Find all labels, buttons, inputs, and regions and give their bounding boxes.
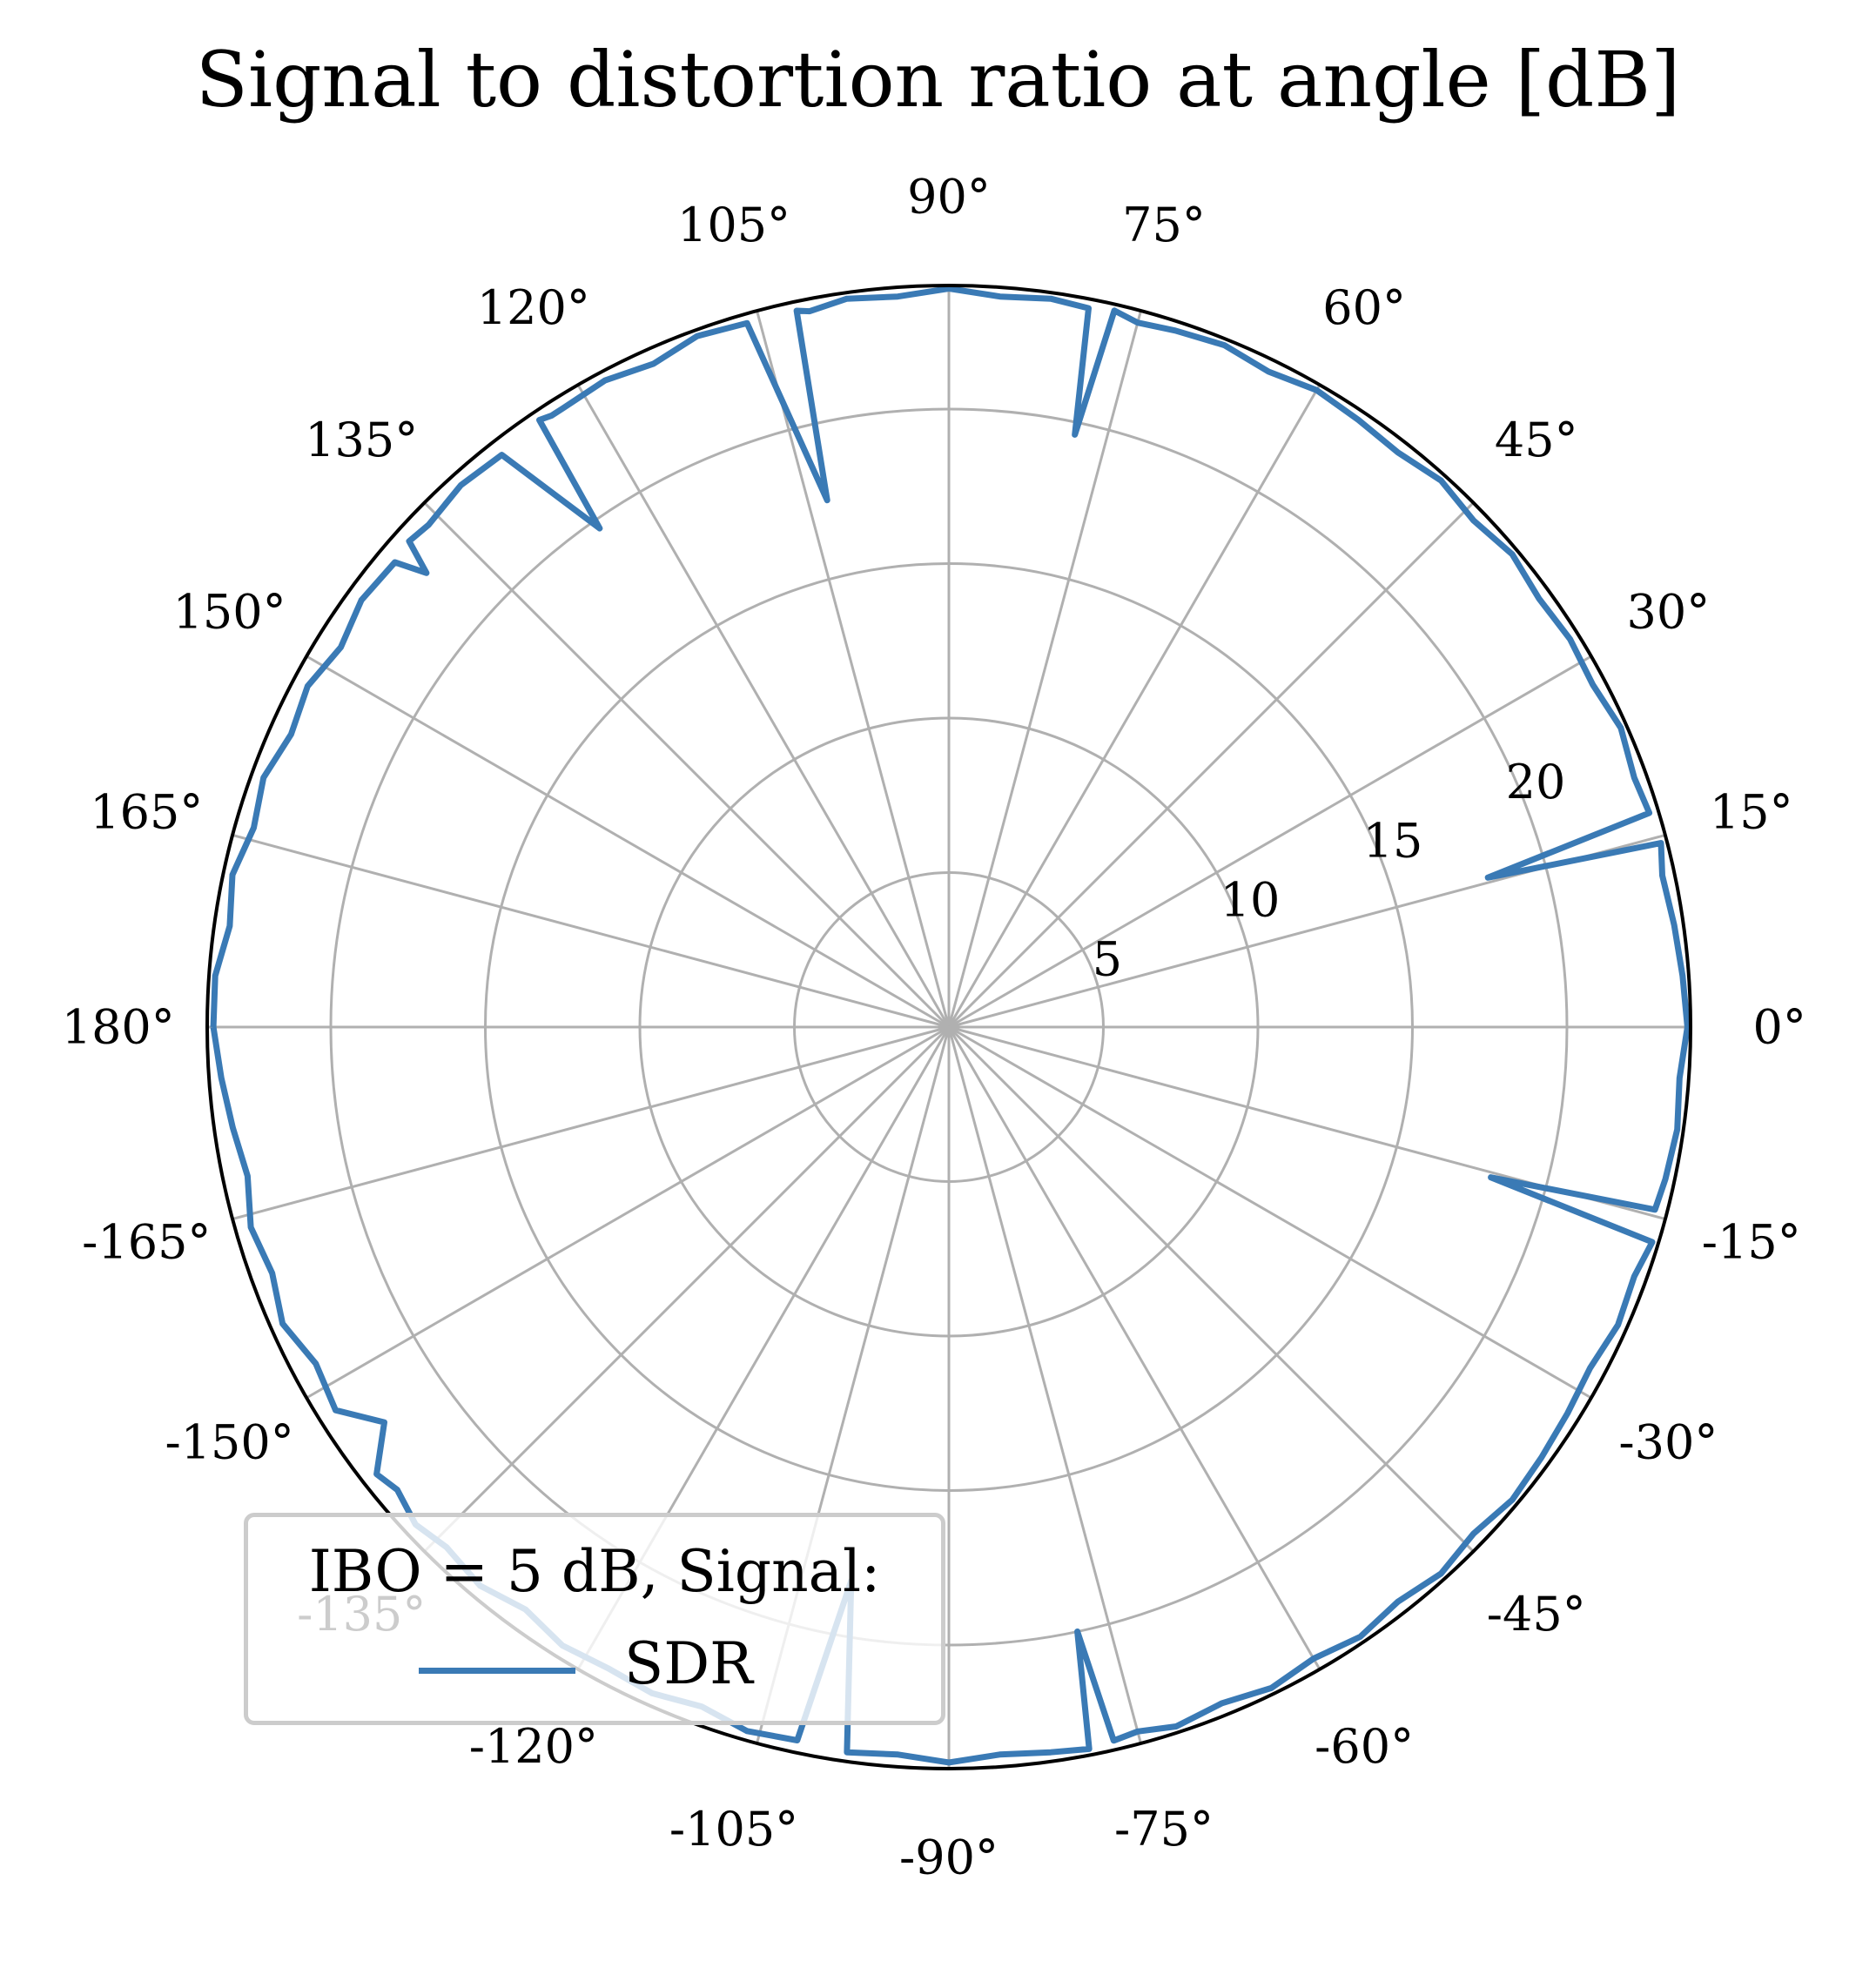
theta-tick-label: 45°	[1495, 413, 1578, 467]
r-tick-label: 15	[1363, 814, 1423, 869]
theta-tick-label: -15°	[1702, 1214, 1801, 1269]
theta-tick-label: -120°	[469, 1719, 598, 1774]
angular-gridline	[756, 310, 951, 1028]
theta-tick-label: -165°	[82, 1214, 211, 1269]
angular-gridline	[948, 655, 1592, 1029]
legend-series-swatch	[419, 1668, 575, 1674]
angular-gridline	[306, 655, 950, 1029]
polar-outline	[205, 284, 1692, 1770]
theta-tick-label: 90°	[907, 169, 991, 224]
angular-gridline	[232, 1025, 950, 1220]
theta-tick-label: 150°	[173, 584, 286, 639]
angular-gridline	[423, 501, 951, 1029]
angular-gridline	[947, 1025, 1475, 1553]
theta-tick-label: 15°	[1710, 785, 1793, 840]
theta-tick-label: -75°	[1114, 1802, 1214, 1857]
theta-tick-label: 0°	[1753, 1000, 1806, 1055]
theta-tick-label: -30°	[1618, 1415, 1718, 1470]
angular-gridline	[947, 501, 1475, 1029]
angular-gridline	[948, 1025, 1592, 1400]
legend-title: IBO = 5 dB, Signal:	[308, 1538, 881, 1605]
theta-tick-label: 135°	[305, 413, 418, 467]
theta-tick-label: 75°	[1122, 198, 1206, 252]
theta-tick-label: 30°	[1627, 584, 1711, 639]
r-tick-label: 10	[1220, 873, 1281, 928]
angular-gridline	[947, 384, 1321, 1028]
angular-gridline	[576, 384, 951, 1028]
theta-tick-label: 60°	[1322, 280, 1406, 335]
r-tick-label: 20	[1506, 755, 1566, 809]
legend-series-label: SDR	[624, 1630, 753, 1697]
chart-title: Signal to distortion ratio at angle [dB]	[195, 35, 1681, 124]
angular-gridline	[232, 834, 950, 1029]
theta-tick-label: -105°	[669, 1802, 798, 1857]
angular-gridline	[306, 1025, 950, 1400]
theta-tick-label: -90°	[899, 1830, 999, 1885]
angular-gridline	[947, 1026, 1142, 1744]
theta-tick-label: -45°	[1487, 1587, 1586, 1642]
theta-tick-label: -150°	[165, 1415, 293, 1470]
theta-tick-label: -60°	[1315, 1719, 1414, 1774]
theta-tick-label: 105°	[677, 198, 790, 252]
angular-gridline	[423, 1025, 951, 1553]
angular-gridline	[947, 1026, 1321, 1670]
theta-tick-label: 120°	[477, 280, 590, 335]
theta-tick-label: 165°	[90, 785, 203, 840]
theta-tick-label: 180°	[62, 1000, 175, 1055]
legend: IBO = 5 dB, Signal: SDR	[244, 1513, 945, 1725]
r-tick-label: 5	[1093, 932, 1122, 987]
angular-gridline	[947, 310, 1142, 1028]
